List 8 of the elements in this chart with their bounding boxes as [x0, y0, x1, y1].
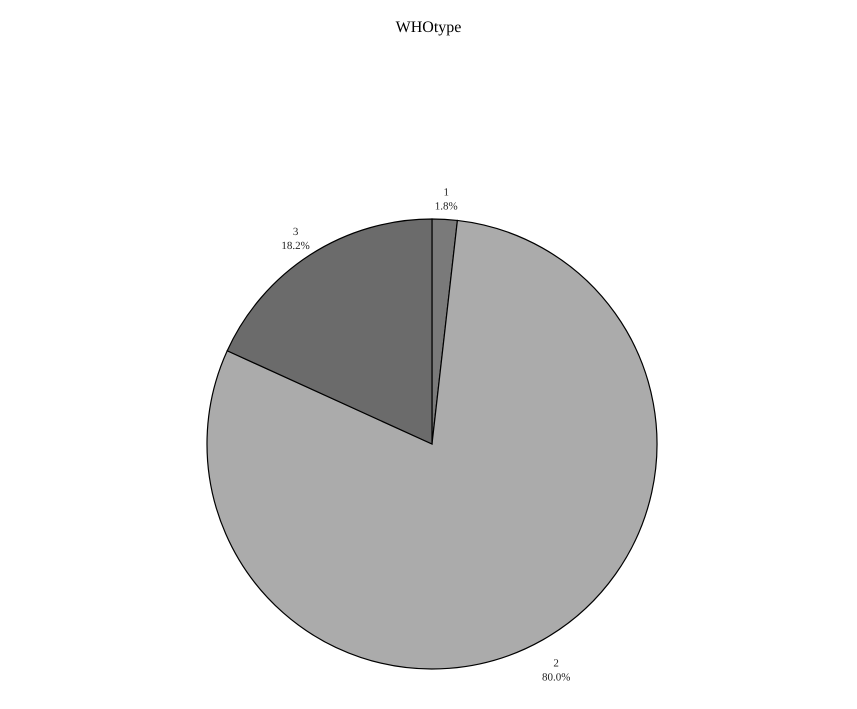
- slice-label: 2: [553, 657, 559, 670]
- slice-label: 1: [443, 186, 449, 198]
- data-label: 18.2%: [281, 240, 310, 252]
- pie-slice: [206, 220, 658, 670]
- chart-title: WHOtype: [396, 19, 462, 36]
- data-label: 80.0%: [542, 671, 570, 684]
- data-label: 1.8%: [434, 200, 458, 212]
- slice-label: 3: [292, 226, 299, 238]
